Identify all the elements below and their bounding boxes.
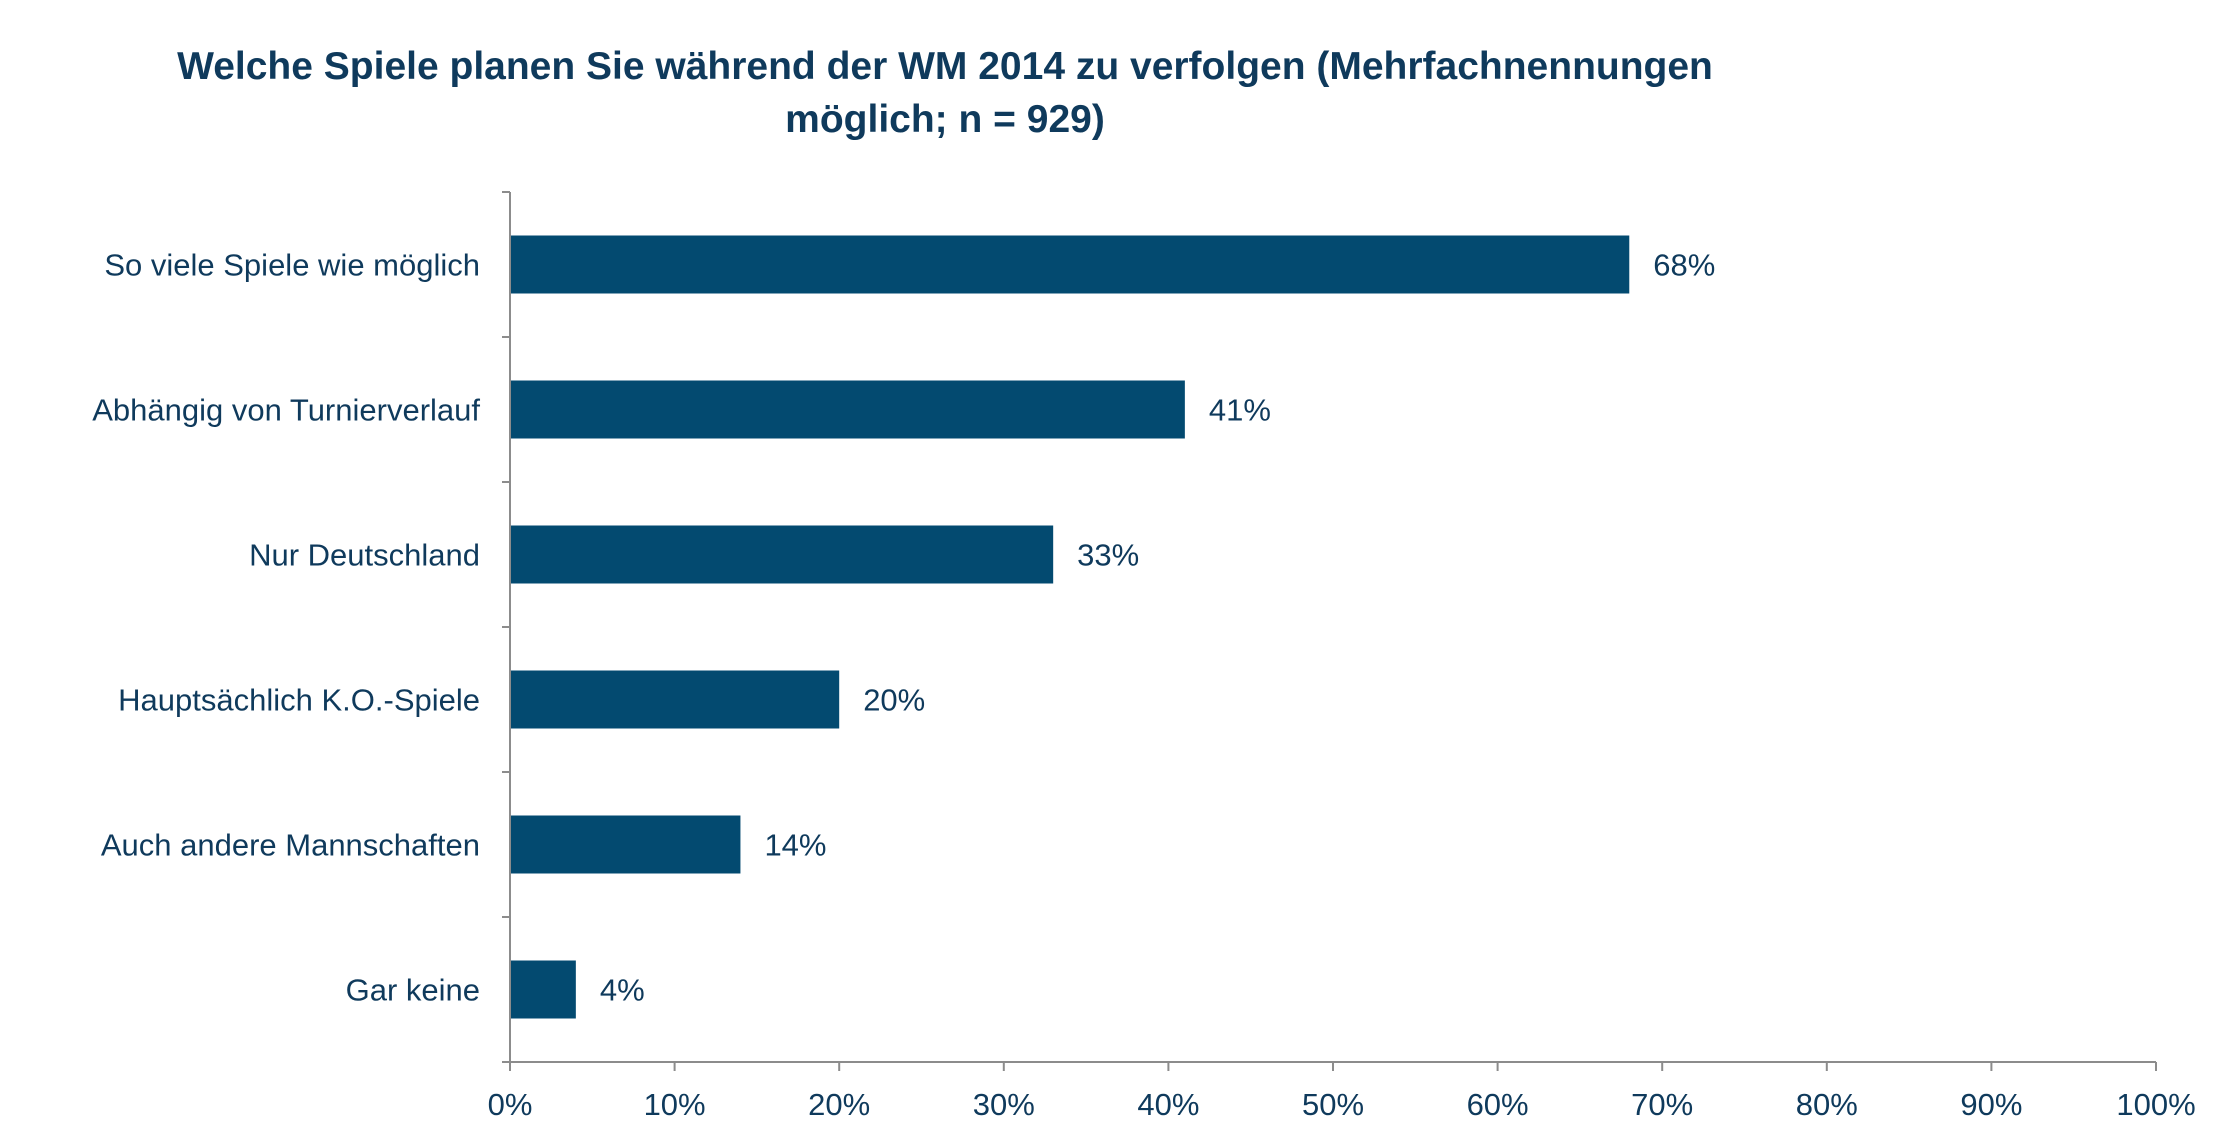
value-label: 4% bbox=[600, 973, 645, 1008]
value-labels: 68% 41% 33% 20% 14% 4% bbox=[600, 248, 1715, 1008]
bar bbox=[511, 960, 576, 1019]
x-tick-labels: 0% 10% 20% 30% 40% 50% 60% 70% 80% 90% 100% bbox=[488, 1087, 2196, 1122]
x-tick-label: 40% bbox=[1137, 1087, 1199, 1122]
chart-title: Welche Spiele planen Sie während der WM … bbox=[177, 45, 1713, 141]
x-tick-label: 30% bbox=[973, 1087, 1035, 1122]
bar bbox=[511, 670, 840, 729]
x-tick-label: 60% bbox=[1467, 1087, 1529, 1122]
bars bbox=[511, 235, 1630, 1019]
x-tick-label: 90% bbox=[1960, 1087, 2022, 1122]
value-label: 41% bbox=[1209, 393, 1271, 428]
value-label: 14% bbox=[764, 828, 826, 863]
x-tick-label: 70% bbox=[1631, 1087, 1693, 1122]
x-tick-label: 20% bbox=[808, 1087, 870, 1122]
x-tick-label: 10% bbox=[644, 1087, 706, 1122]
bar bbox=[511, 815, 741, 874]
bar bbox=[511, 380, 1185, 439]
x-tick-label: 100% bbox=[2116, 1087, 2195, 1122]
bar bbox=[511, 235, 1630, 294]
category-label: So viele Spiele wie möglich bbox=[104, 248, 480, 283]
category-label: Nur Deutschland bbox=[249, 538, 480, 573]
category-label: Hauptsächlich K.O.-Spiele bbox=[118, 683, 480, 718]
axes bbox=[502, 191, 2157, 1071]
x-tick-label: 50% bbox=[1302, 1087, 1364, 1122]
category-label: Abhängig von Turnierverlauf bbox=[92, 393, 480, 428]
x-tick-label: 0% bbox=[488, 1087, 533, 1122]
category-label: Gar keine bbox=[346, 973, 480, 1008]
value-label: 68% bbox=[1653, 248, 1715, 283]
category-labels: So viele Spiele wie möglich Abhängig von … bbox=[92, 248, 480, 1008]
value-label: 33% bbox=[1077, 538, 1139, 573]
x-tick-label: 80% bbox=[1796, 1087, 1858, 1122]
value-label: 20% bbox=[863, 683, 925, 718]
bar bbox=[511, 525, 1054, 584]
category-label: Auch andere Mannschaften bbox=[101, 828, 480, 863]
